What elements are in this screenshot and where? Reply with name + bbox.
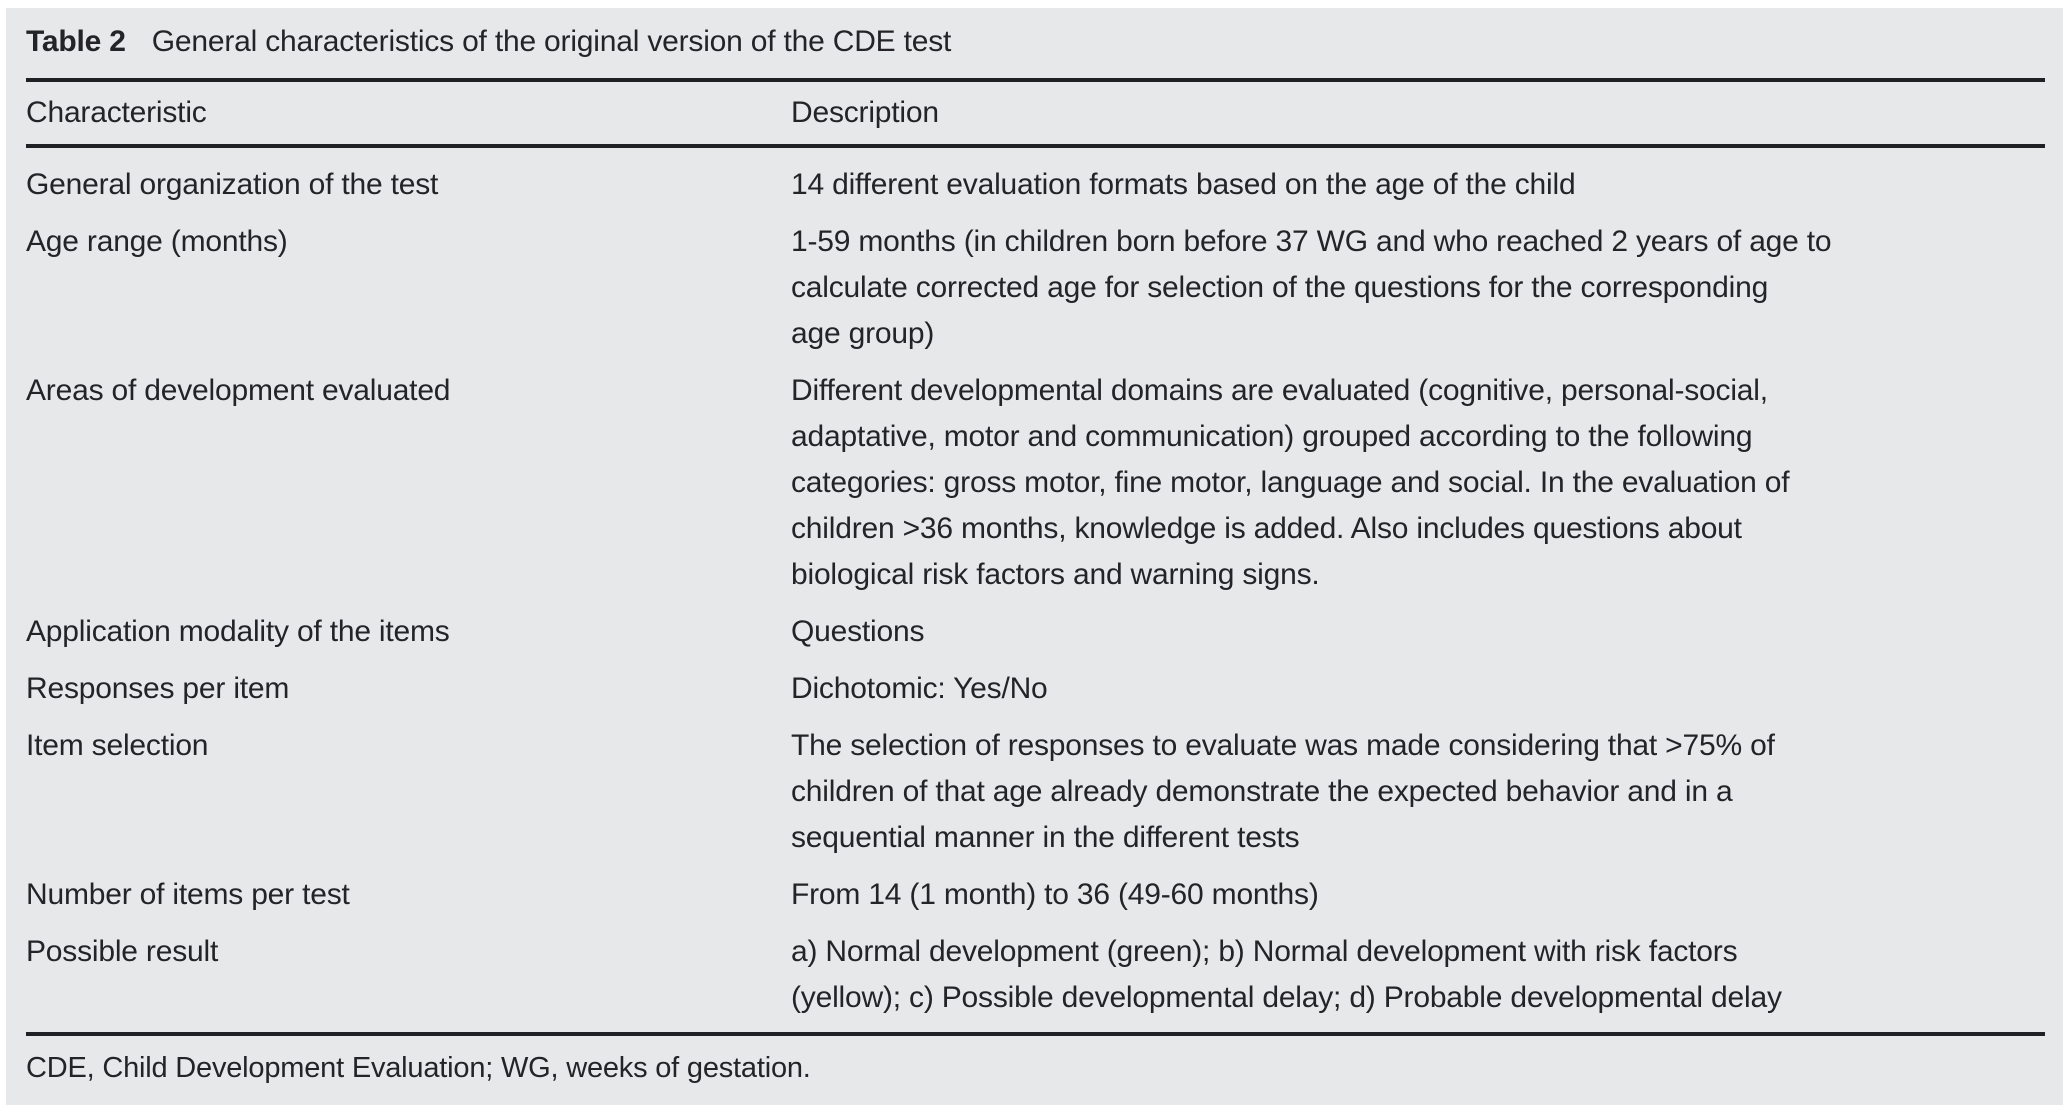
table-row: Responses per item Dichotomic: Yes/No (26, 666, 2045, 712)
table-row: Areas of development evaluated Different… (26, 368, 2045, 598)
description-cell: From 14 (1 month) to 36 (49-60 months) (791, 878, 1319, 911)
table-caption: General characteristics of the original … (151, 25, 952, 58)
table-footnote: CDE, Child Development Evaluation; WG, w… (26, 1052, 811, 1084)
characteristic-cell: Application modality of the items (26, 615, 450, 648)
column-header-description: Description (791, 96, 939, 129)
description-cell: 14 different evaluation formats based on… (791, 168, 1576, 201)
table-body: General organization of the test 14 diff… (26, 148, 2045, 1021)
characteristic-cell: Possible result (26, 935, 219, 968)
table-row: General organization of the test 14 diff… (26, 162, 2045, 208)
characteristic-cell: General organization of the test (26, 168, 439, 201)
table-header-row: Characteristic Description (26, 82, 2045, 144)
table-row: Item selection The selection of response… (26, 723, 2045, 861)
characteristic-cell: Areas of development evaluated (26, 374, 451, 407)
characteristic-cell: Responses per item (26, 672, 290, 705)
table-title: Table 2 General characteristics of the or… (26, 22, 2045, 62)
table-panel: Table 2 General characteristics of the or… (6, 8, 2063, 1105)
description-cell: a) Normal development (green); b) Normal… (791, 935, 1782, 1014)
description-cell: 1-59 months (in children born before 37 … (791, 225, 1832, 350)
rule-bottom (26, 1032, 2045, 1036)
table-number: Table 2 (26, 25, 126, 58)
table-row: Number of items per test From 14 (1 mont… (26, 872, 2045, 918)
description-cell: Dichotomic: Yes/No (791, 672, 1048, 705)
rule-under-header (26, 144, 2045, 148)
table-row: Possible result a) Normal development (g… (26, 929, 2045, 1021)
rule-top (26, 78, 2045, 82)
description-cell: Questions (791, 615, 925, 648)
characteristic-cell: Number of items per test (26, 878, 350, 911)
table-row: Application modality of the items Questi… (26, 609, 2045, 655)
description-cell: The selection of responses to evaluate w… (791, 729, 1775, 854)
table-row: Age range (months) 1-59 months (in child… (26, 219, 2045, 357)
column-header-characteristic: Characteristic (26, 96, 207, 129)
description-cell: Different developmental domains are eval… (791, 374, 1790, 591)
characteristic-cell: Item selection (26, 729, 209, 762)
characteristic-cell: Age range (months) (26, 225, 288, 258)
